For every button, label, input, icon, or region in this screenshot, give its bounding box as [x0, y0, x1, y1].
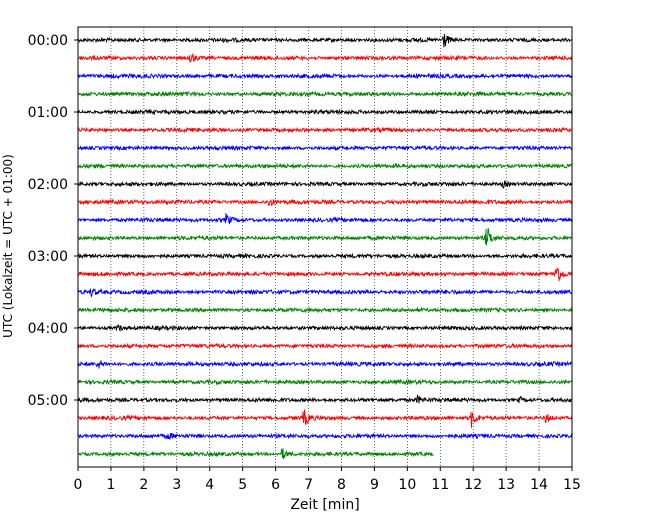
x-tick-label: 4 — [205, 477, 214, 493]
trace-0545 — [77, 448, 434, 459]
plot-frame — [77, 26, 573, 468]
y-tick-label: 02:00 — [28, 177, 68, 193]
trace-0015 — [77, 53, 573, 63]
y-tick-label: 05:00 — [28, 393, 68, 409]
trace-0215 — [77, 198, 573, 206]
trace-0200 — [77, 180, 573, 189]
x-axis-ticks: 0 1 2 3 4 5 6 7 8 9 10 11 12 13 14 15 — [74, 467, 581, 493]
trace-0415 — [77, 342, 573, 350]
x-tick-label: 7 — [304, 477, 313, 493]
trace-0330 — [77, 287, 573, 298]
trace-0345 — [77, 306, 573, 314]
trace-0300 — [77, 252, 573, 260]
x-tick-label: 9 — [370, 477, 379, 493]
trace-0500 — [77, 394, 573, 404]
x-tick-label: 13 — [497, 477, 515, 493]
trace-0115 — [77, 126, 573, 134]
trace-0145 — [77, 162, 573, 170]
y-tick-label: 01:00 — [28, 105, 68, 121]
trace-0430 — [77, 360, 573, 369]
minute-grid — [110, 27, 540, 467]
trace-0045 — [77, 90, 573, 98]
trace-0530 — [77, 432, 573, 440]
x-tick-label: 2 — [139, 477, 148, 493]
y-tick-label: 00:00 — [28, 33, 68, 49]
trace-0315 — [77, 268, 573, 282]
trace-0230 — [77, 213, 573, 225]
trace-0400 — [77, 323, 573, 333]
y-tick-label: 04:00 — [28, 321, 68, 337]
x-tick-label: 15 — [563, 477, 581, 493]
x-tick-label: 10 — [398, 477, 416, 493]
x-tick-label: 3 — [172, 477, 181, 493]
y-axis-ticks: 00:00 01:00 02:00 03:00 04:00 05:00 — [28, 33, 78, 409]
x-axis-label: Zeit [min] — [290, 497, 359, 513]
y-tick-label: 03:00 — [28, 249, 68, 265]
seismic-traces — [77, 34, 573, 459]
trace-0515 — [77, 409, 573, 428]
x-tick-label: 8 — [337, 477, 346, 493]
trace-0130 — [77, 144, 573, 152]
x-tick-label: 1 — [106, 477, 115, 493]
x-tick-label: 6 — [271, 477, 280, 493]
trace-0245 — [77, 227, 573, 246]
trace-0000 — [77, 34, 573, 48]
x-tick-label: 12 — [464, 477, 482, 493]
x-tick-label: 11 — [431, 477, 449, 493]
x-tick-label: 14 — [530, 477, 548, 493]
x-tick-label: 0 — [74, 477, 83, 493]
x-tick-label: 5 — [238, 477, 247, 493]
trace-0100 — [77, 108, 573, 116]
trace-0445 — [77, 378, 573, 386]
trace-0030 — [77, 72, 573, 80]
y-axis-label: UTC (Lokalzeit = UTC + 01:00) — [1, 154, 15, 338]
